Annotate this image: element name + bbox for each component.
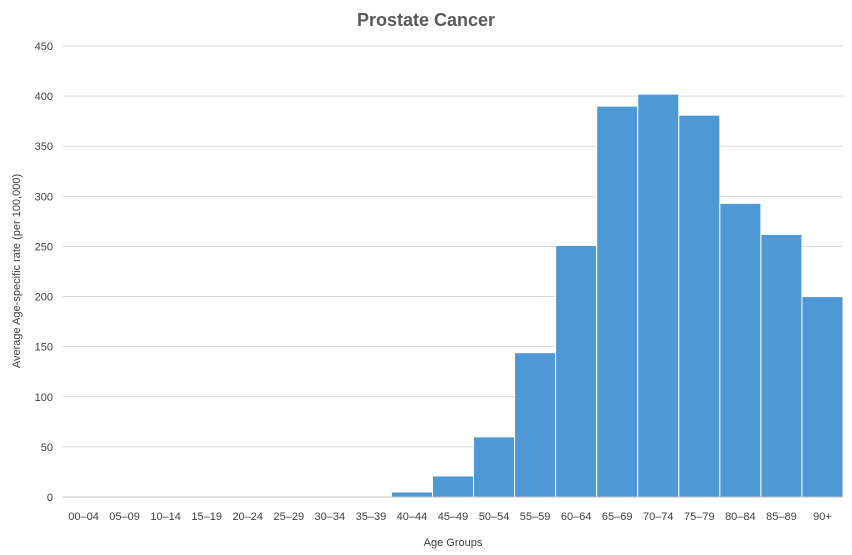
x-tick-label: 80–84 [725, 511, 756, 523]
y-tick-label: 100 [35, 392, 53, 404]
y-tick-label: 50 [41, 442, 53, 454]
bar [514, 352, 557, 498]
x-tick-label: 65–69 [602, 511, 633, 523]
x-tick-label: 20–24 [232, 511, 263, 523]
y-axis-label: Average Age-specific rate (per 100,000) [11, 174, 23, 368]
x-tick-label: 90+ [813, 511, 832, 523]
x-tick-label: 70–74 [643, 511, 674, 523]
x-tick-label: 60–64 [561, 511, 592, 523]
x-tick-label: 15–19 [191, 511, 222, 523]
x-tick-label: 35–39 [356, 511, 387, 523]
bar [719, 202, 762, 498]
y-tick-label: 0 [47, 492, 53, 504]
y-tick-label: 150 [35, 342, 53, 354]
x-tick-label: 50–54 [479, 511, 510, 523]
x-axis-label: Age Groups [424, 537, 483, 549]
bar [760, 233, 803, 498]
bar [555, 244, 598, 498]
x-tick-label: 05–09 [109, 511, 140, 523]
gridlines [63, 45, 843, 448]
x-axis-ticks: 00–04 05–09 10–14 15–19 20–24 25–29 30–34 35–39… [68, 511, 832, 523]
x-tick-label: 00–04 [68, 511, 99, 523]
bar [801, 296, 844, 498]
y-tick-label: 300 [35, 191, 53, 203]
bar [431, 475, 475, 498]
bars [349, 93, 844, 498]
y-tick-label: 250 [35, 241, 53, 253]
bar [390, 491, 433, 498]
x-tick-label: 75–79 [684, 511, 715, 523]
bar [678, 114, 721, 498]
y-tick-label: 350 [35, 141, 53, 153]
x-tick-label: 55–59 [520, 511, 551, 523]
y-tick-label: 200 [35, 292, 53, 304]
bar [596, 105, 639, 498]
x-tick-label: 40–44 [397, 511, 428, 523]
y-axis-ticks: 0 50 100 150 200 250 300 350 400 450 [35, 41, 53, 504]
x-tick-label: 85–89 [766, 511, 797, 523]
x-tick-label: 25–29 [273, 511, 304, 523]
x-tick-label: 45–49 [438, 511, 469, 523]
y-tick-label: 450 [35, 41, 53, 53]
y-tick-label: 400 [35, 91, 53, 103]
chart-title: Prostate Cancer [357, 10, 495, 30]
x-tick-label: 10–14 [150, 511, 181, 523]
x-tick-label: 30–34 [315, 511, 346, 523]
bar [473, 436, 516, 498]
bar [637, 93, 680, 498]
